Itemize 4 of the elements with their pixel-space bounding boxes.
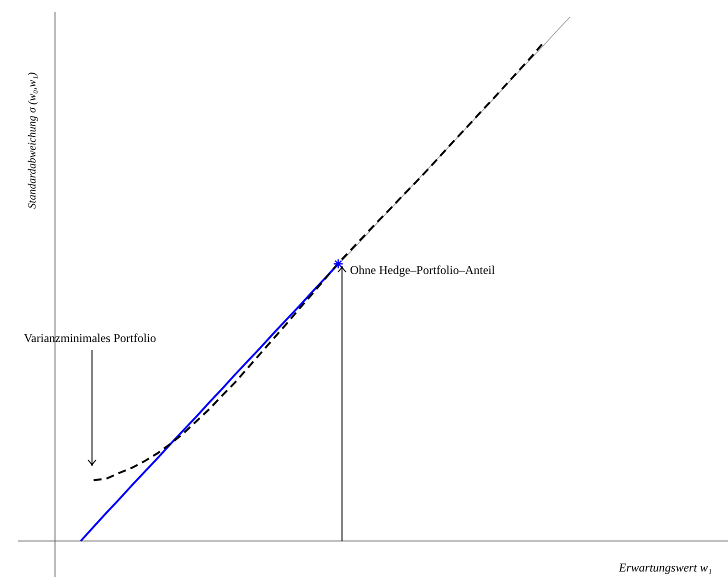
y-axis-title: Standardabweichung σ (w₀,w₁) — [26, 72, 38, 209]
annotation: Ohne Hedge–Portfolio–Anteil — [350, 263, 496, 277]
annotation: Varianzminimales Portfolio — [24, 331, 156, 345]
x-axis-title: Erwartungswert w₁ — [618, 560, 712, 574]
